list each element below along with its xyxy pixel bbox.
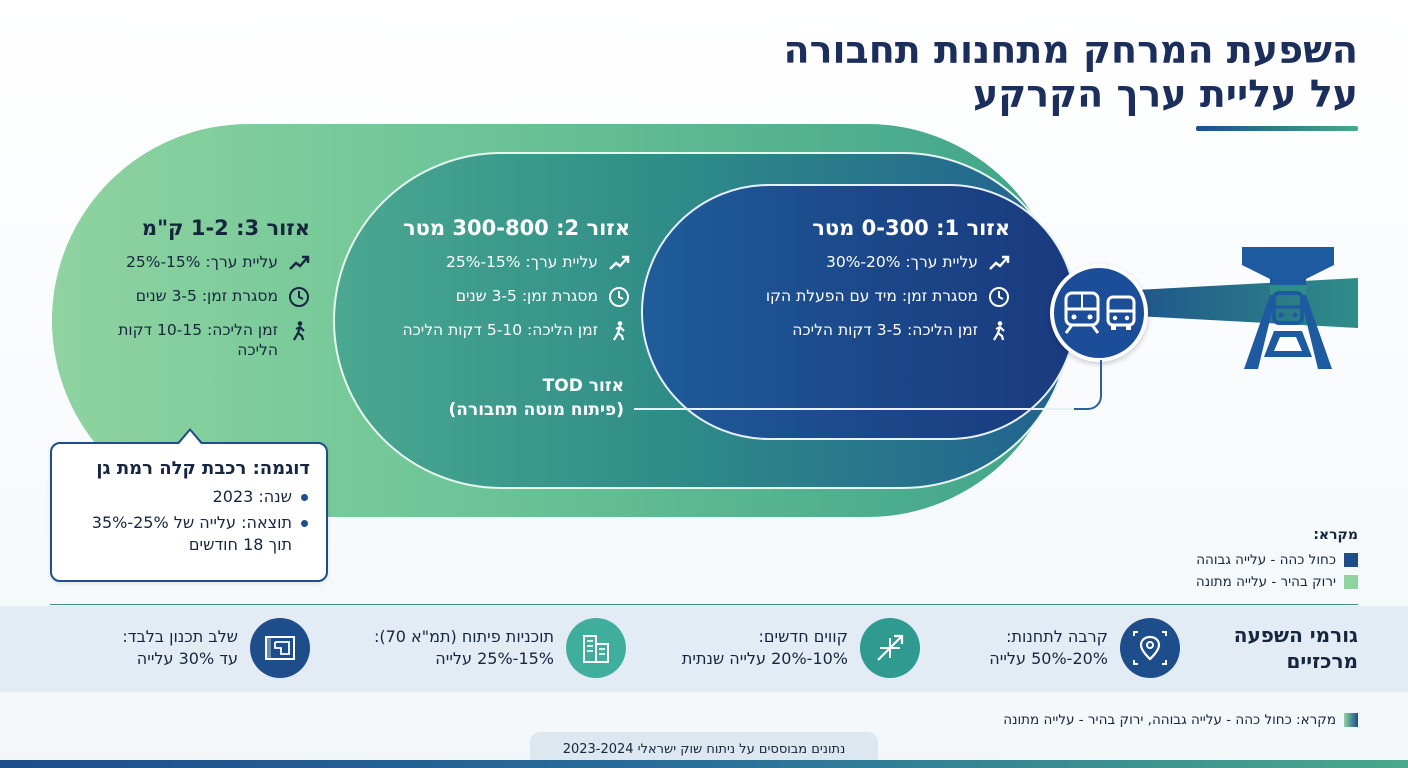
factor-proximity-value: 20%-50% עלייה bbox=[989, 649, 1108, 668]
legend-heading: מקרא: bbox=[1313, 527, 1358, 543]
factor-proximity: קרבה לתחנות: 20%-50% עלייה bbox=[989, 618, 1180, 678]
walking-person-icon bbox=[608, 320, 630, 342]
zone-2-timeframe: מסגרת זמן: 3-5 שנים bbox=[360, 286, 630, 308]
legend-bottom: מקרא: כחול כהה - עלייה גבוהה, ירוק בהיר … bbox=[938, 710, 1358, 730]
train-icon bbox=[1064, 291, 1100, 334]
zone-1-value-rise: עליית ערך: 20%-30% bbox=[700, 252, 1010, 274]
callout-pointer-fill bbox=[179, 431, 201, 444]
zone-1-band bbox=[641, 184, 1077, 440]
example-list: שנה: 2023 תוצאה: עלייה של 25%-35% תוך 18… bbox=[68, 486, 310, 556]
bottom-accent-bar bbox=[0, 760, 1408, 768]
zone-2-value-rise: עליית ערך: 15%-25% bbox=[360, 252, 630, 274]
clock-icon bbox=[988, 286, 1010, 308]
example-item-year: שנה: 2023 bbox=[68, 486, 310, 508]
blueprint-icon bbox=[250, 618, 310, 678]
train-station-icon bbox=[1242, 247, 1334, 369]
zone-3-walk-time: זמן הליכה: 10-15 דקות הליכה bbox=[95, 320, 310, 360]
buildings-icon bbox=[566, 618, 626, 678]
trend-up-icon bbox=[288, 252, 310, 274]
walking-person-icon bbox=[988, 320, 1010, 342]
example-heading: דוגמה: רכבת קלה רמת גן bbox=[96, 458, 310, 479]
title-line-1: השפעת המרחק מתחנות תחבורה bbox=[783, 28, 1359, 72]
location-pin-icon bbox=[1120, 618, 1180, 678]
zone-2-walk-time: זמן הליכה: 5-10 דקות הליכה bbox=[360, 320, 630, 342]
title-underline bbox=[1196, 126, 1358, 131]
factor-planning-label: שלב תכנון בלבד: bbox=[122, 627, 238, 646]
example-callout: דוגמה: רכבת קלה רמת גן שנה: 2023 תוצאה: … bbox=[50, 442, 328, 582]
factor-new-lines-label: קווים חדשים: bbox=[758, 627, 848, 646]
zone-2-info: אזור 2: 300-800 מטר עליית ערך: 15%-25% מ… bbox=[360, 214, 630, 354]
zone-3-timeframe: מסגרת זמן: 3-5 שנים bbox=[95, 286, 310, 308]
zone-1-info: אזור 1: 0-300 מטר עליית ערך: 20%-30% מסג… bbox=[700, 214, 1010, 354]
trend-up-icon bbox=[988, 252, 1010, 274]
factor-development-plans: תוכניות פיתוח (תמ"א 70): 15%-25% עלייה bbox=[374, 618, 626, 678]
bus-icon bbox=[1106, 295, 1136, 330]
page-title: השפעת המרחק מתחנות תחבורה על עליית ערך ה… bbox=[658, 28, 1359, 116]
factor-new-lines: קווים חדשים: 10%-20% עלייה שנתית bbox=[682, 618, 920, 678]
zone-3-info: אזור 3: 1-2 ק"מ עליית ערך: 15%-25% מסגרת… bbox=[95, 214, 310, 372]
zone-1-timeframe: מסגרת זמן: מיד עם הפעלת הקו bbox=[700, 286, 1010, 308]
factor-proximity-label: קרבה לתחנות: bbox=[1006, 627, 1108, 646]
new-lines-icon bbox=[860, 618, 920, 678]
tod-label: אזור TOD (פיתוח מוטה תחבורה) bbox=[448, 376, 624, 420]
zone-2-heading: אזור 2: 300-800 מטר bbox=[402, 216, 630, 240]
clock-icon bbox=[608, 286, 630, 308]
factor-planning-stage: שלב תכנון בלבד: עד 30% עלייה bbox=[122, 618, 310, 678]
walking-person-icon bbox=[288, 320, 310, 342]
legend-swatch-light bbox=[1344, 575, 1358, 589]
zone-3-value-rise: עליית ערך: 15%-25% bbox=[95, 252, 310, 274]
clock-icon bbox=[288, 286, 310, 308]
factor-new-lines-value: 10%-20% עלייה שנתית bbox=[681, 649, 848, 668]
legend-item-light: ירוק בהיר - עלייה מתונה bbox=[1118, 571, 1358, 593]
zone-3-heading: אזור 3: 1-2 ק"מ bbox=[141, 216, 310, 240]
example-item-result: תוצאה: עלייה של 25%-35% תוך 18 חודשים bbox=[68, 512, 310, 556]
legend-swatch-dark bbox=[1344, 553, 1358, 567]
factor-planning-value: עד 30% עלייה bbox=[136, 649, 238, 668]
factor-development-value: 15%-25% עלייה bbox=[435, 649, 554, 668]
tod-pointer-line bbox=[634, 408, 1074, 410]
legend-gradient-swatch bbox=[1344, 713, 1358, 727]
zone-1-walk-time: זמן הליכה: 3-5 דקות הליכה bbox=[700, 320, 1010, 342]
station-connector bbox=[1074, 360, 1102, 410]
transit-station-badge bbox=[1050, 264, 1148, 362]
title-line-2: על עליית ערך הקרקע bbox=[972, 72, 1358, 116]
legend-item-dark: כחול כהה - עלייה גבוהה bbox=[1118, 549, 1358, 571]
section-divider bbox=[50, 604, 1358, 605]
zone-1-heading: אזור 1: 0-300 מטר bbox=[812, 216, 1010, 240]
factor-development-label: תוכניות פיתוח (תמ"א 70): bbox=[373, 627, 554, 646]
legend-top: מקרא: כחול כהה - עלייה גבוהה ירוק בהיר -… bbox=[1118, 524, 1358, 593]
trend-up-icon bbox=[608, 252, 630, 274]
factors-title: גורמי השפעה מרכזיים bbox=[1233, 623, 1358, 673]
